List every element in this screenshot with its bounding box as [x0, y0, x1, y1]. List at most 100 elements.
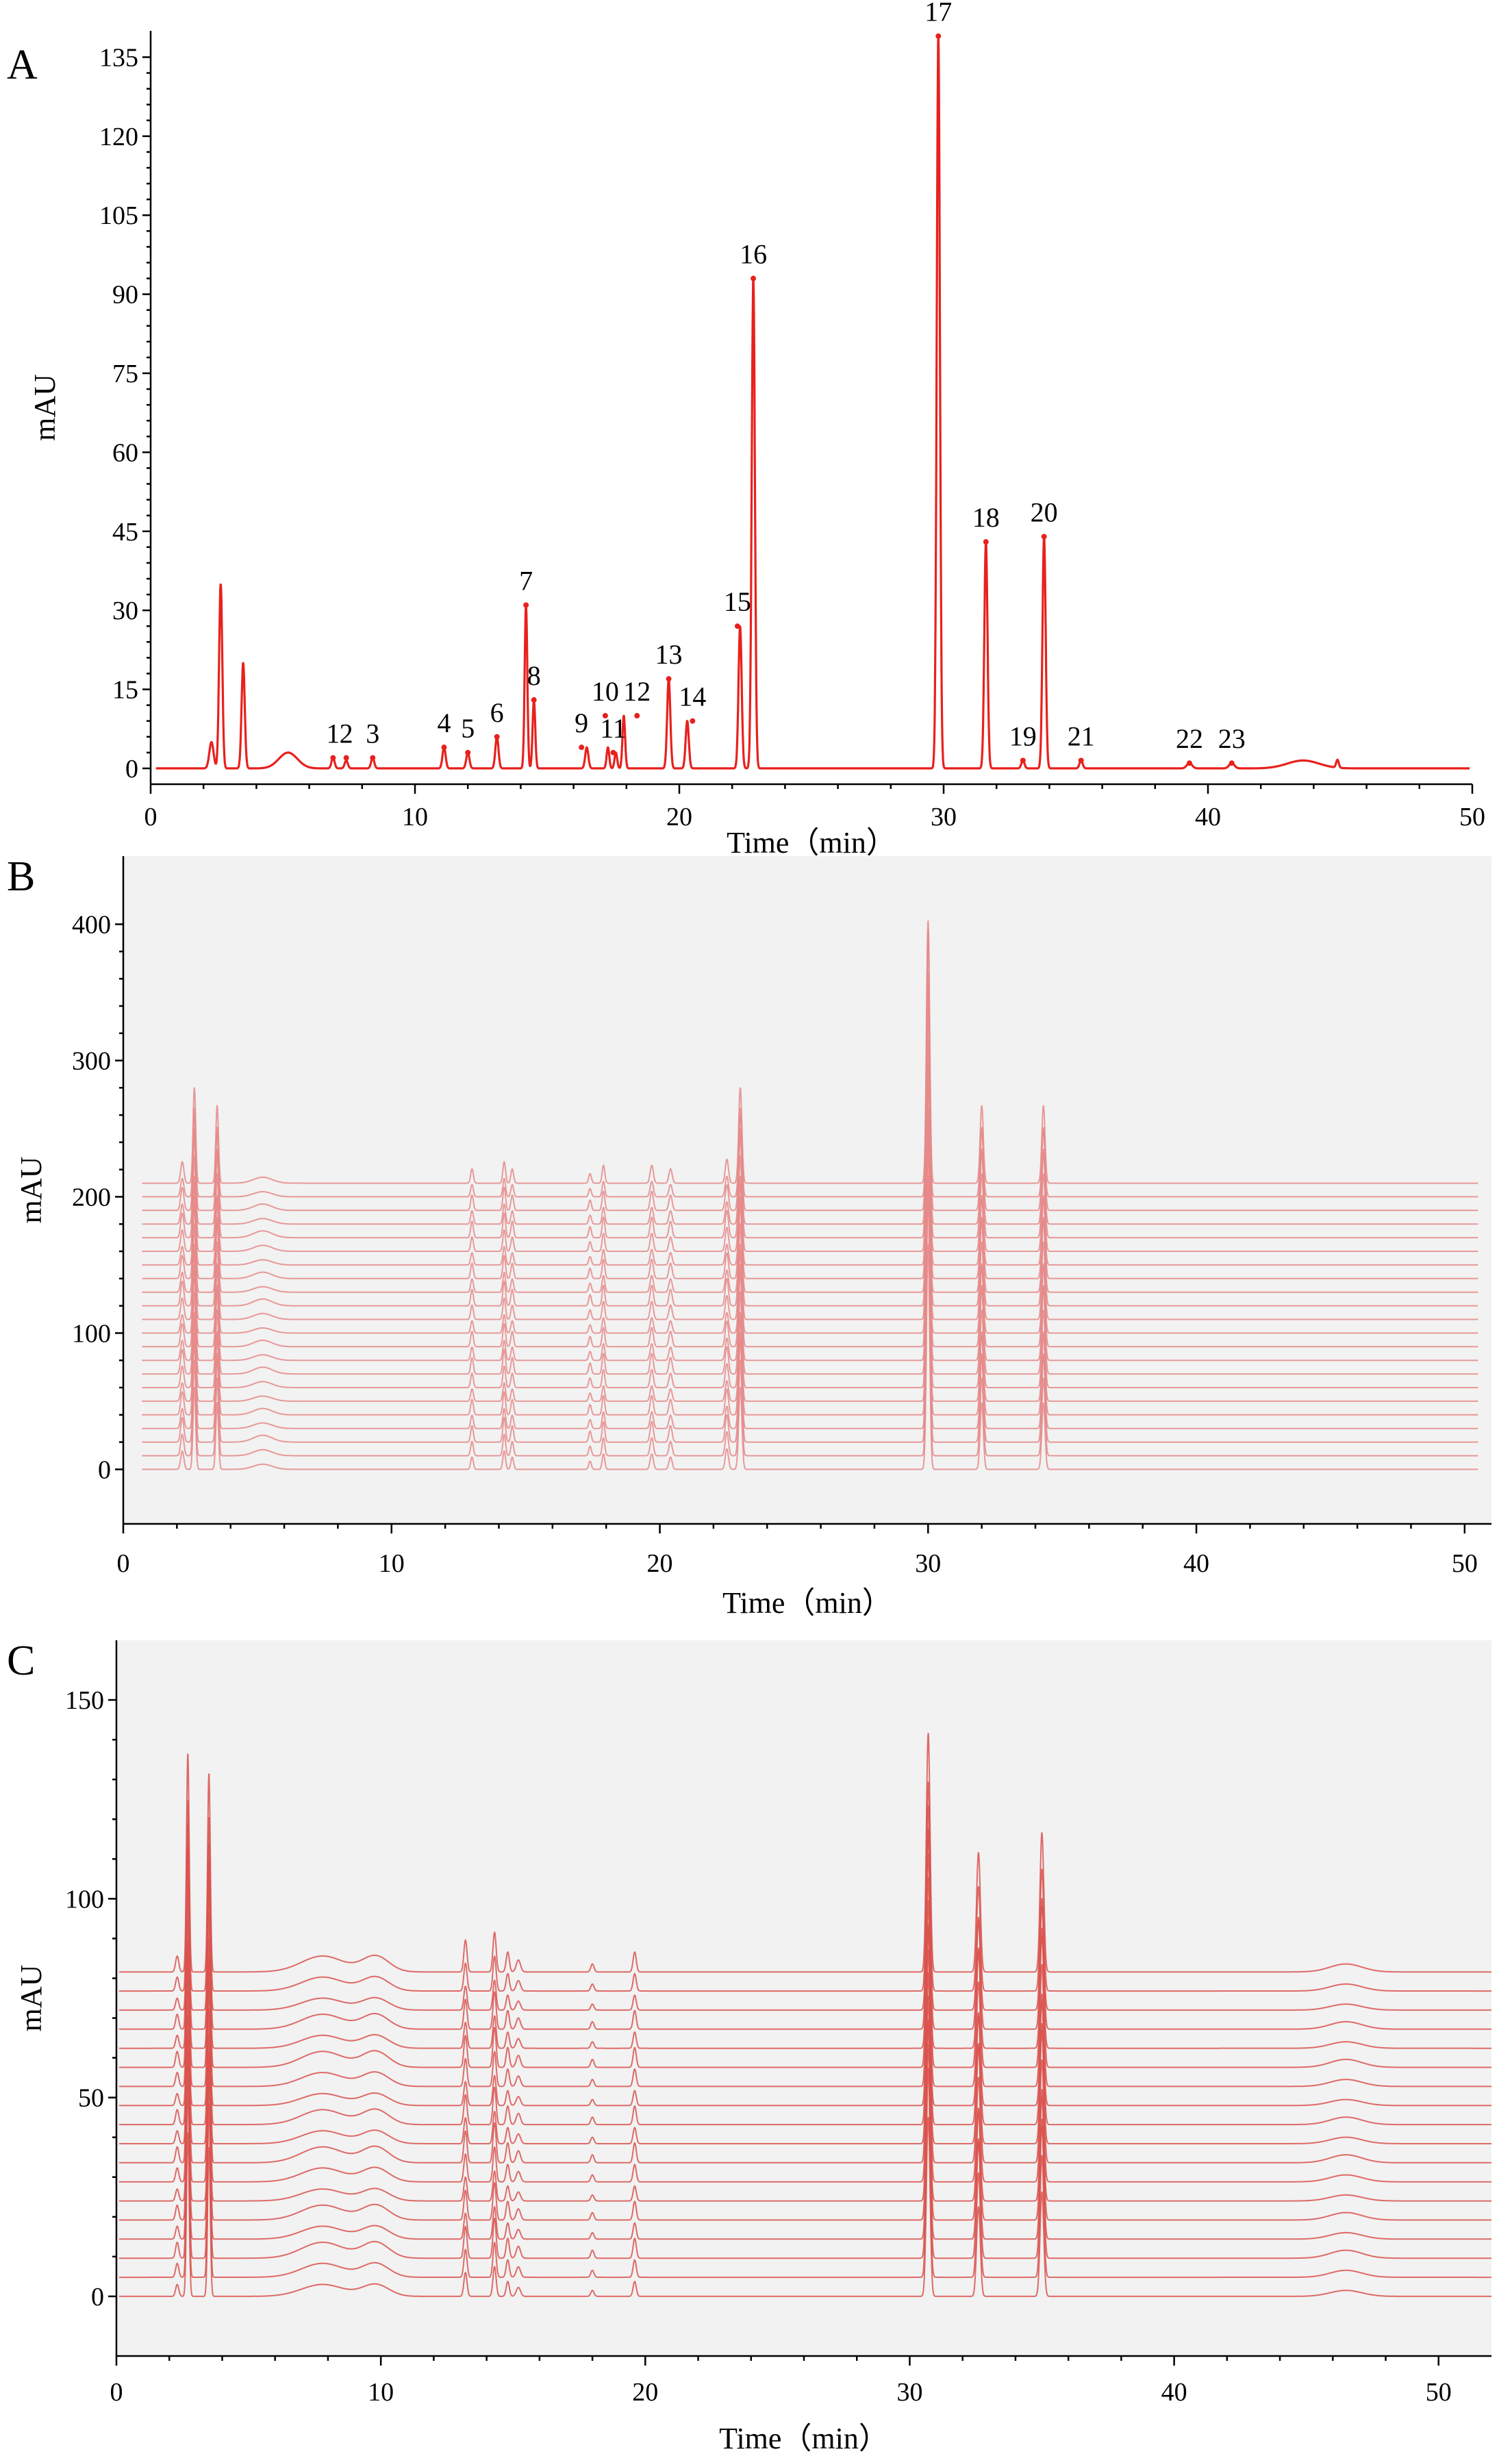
peak-label: 7	[519, 565, 533, 596]
y-tick-label: 15	[112, 676, 138, 705]
trace-line	[141, 920, 1478, 1184]
trace-line	[141, 1005, 1478, 1307]
trace-line	[118, 1828, 1492, 2068]
x-tick-label: 20	[647, 1549, 673, 1578]
y-tick-label: 105	[99, 201, 138, 230]
trace-line	[141, 1125, 1478, 1388]
y-tick-label: 0	[98, 1455, 111, 1484]
trace-line	[141, 1184, 1478, 1429]
peak-label: 8	[527, 660, 541, 691]
trace-line	[141, 1048, 1478, 1293]
trace-line	[118, 1853, 1492, 2049]
peak-marker	[343, 755, 349, 761]
peak-marker	[531, 697, 537, 703]
trace-line	[118, 1781, 1492, 1992]
trace-group	[141, 920, 1478, 1470]
trace-line	[141, 1192, 1478, 1457]
peak-marker	[610, 749, 616, 755]
x-axis-label: Time（min）	[719, 2422, 889, 2455]
x-tick-label: 50	[1426, 2378, 1452, 2407]
trace-line	[141, 1175, 1478, 1402]
y-axis-label: mAU	[28, 374, 62, 441]
trace-line	[141, 997, 1478, 1279]
x-tick-label: 40	[1183, 1549, 1209, 1578]
x-tick-label: 10	[402, 803, 428, 831]
trace-line	[141, 971, 1478, 1198]
y-tick-label: 45	[112, 518, 138, 547]
trace-line	[141, 1107, 1478, 1334]
y-tick-label: 50	[78, 2084, 104, 2113]
trace-line	[141, 937, 1478, 1239]
peak-label: 20	[1031, 497, 1058, 527]
y-tick-label: 200	[72, 1183, 111, 1212]
trace-line	[155, 35, 1471, 770]
peak-label: 19	[1009, 720, 1037, 751]
chart-panel-B: 0 100 200 300 400 0 10 20 30 40 50 Time（min） mAU B	[7, 853, 1491, 1620]
peak-marker	[494, 734, 500, 740]
x-tick-label: 10	[379, 1549, 405, 1578]
peak-marker	[602, 713, 608, 718]
trace-line	[118, 1900, 1492, 2126]
trace-line	[141, 1039, 1478, 1266]
trace-line	[118, 2116, 1492, 2297]
plot-background	[116, 1640, 1491, 2356]
trace-line	[118, 1732, 1492, 1973]
y-tick-label: 30	[112, 597, 138, 625]
trace-line	[118, 1830, 1492, 2011]
peak-label: 1	[326, 718, 340, 749]
trace-line	[118, 1877, 1492, 2088]
trace-line	[141, 1244, 1478, 1470]
x-tick-label: 40	[1195, 803, 1221, 831]
peak-label: 15	[724, 586, 751, 617]
peak-marker	[523, 602, 529, 608]
x-axis-label: Time（min）	[722, 1586, 892, 1620]
peak-marker	[1041, 534, 1047, 540]
x-tick-label: 0	[110, 2378, 123, 2407]
peak-marker	[1078, 757, 1084, 764]
x-axis-label: Time（min）	[727, 826, 896, 860]
y-tick-label: 90	[112, 281, 138, 310]
peak-label: 22	[1176, 723, 1203, 754]
y-axis-label: mAU	[14, 1157, 48, 1224]
peak-label: 14	[679, 681, 706, 712]
peak-label: 23	[1218, 723, 1246, 754]
peak-marker	[441, 744, 447, 751]
peak-marker	[370, 755, 376, 761]
trace-line	[118, 1805, 1492, 2030]
x-tick-label: 30	[915, 1549, 941, 1578]
trace-line	[118, 1949, 1492, 2144]
trace-line	[118, 1995, 1492, 2221]
peak-marker	[465, 749, 471, 755]
trace-line	[141, 1073, 1478, 1375]
x-tick-label: 0	[144, 803, 158, 831]
y-axis-label: mAU	[14, 1965, 48, 2032]
trace-line	[141, 1116, 1478, 1362]
trace-line	[118, 2018, 1492, 2259]
peak-label: 4	[437, 707, 451, 738]
y-tick-label: 60	[112, 438, 138, 467]
trace-line	[141, 979, 1478, 1225]
peak-label: 16	[740, 239, 767, 270]
x-tick-label: 40	[1161, 2378, 1187, 2407]
trace-line	[118, 1923, 1492, 2164]
peak-label: 18	[972, 502, 1000, 533]
trace-line	[141, 1056, 1478, 1320]
peak-marker	[734, 623, 740, 629]
peak-marker	[690, 718, 696, 724]
trace-line	[118, 2068, 1492, 2279]
peak-label: 11	[600, 713, 627, 744]
trace-group	[118, 1732, 1492, 2297]
trace-line	[141, 1065, 1478, 1348]
trace-group	[155, 35, 1471, 770]
y-tick-label: 0	[91, 2283, 104, 2311]
trace-line	[118, 1972, 1492, 2183]
x-tick-label: 50	[1459, 803, 1485, 831]
panel-label: A	[7, 42, 38, 88]
peak-marker	[666, 676, 672, 682]
peak-marker	[1020, 757, 1026, 764]
peak-marker	[1228, 760, 1235, 766]
chart-panel-C: 0 50 100 150 0 10 20 30 40 50 Time（min） mAU C	[7, 1638, 1492, 2455]
trace-line	[141, 988, 1478, 1252]
